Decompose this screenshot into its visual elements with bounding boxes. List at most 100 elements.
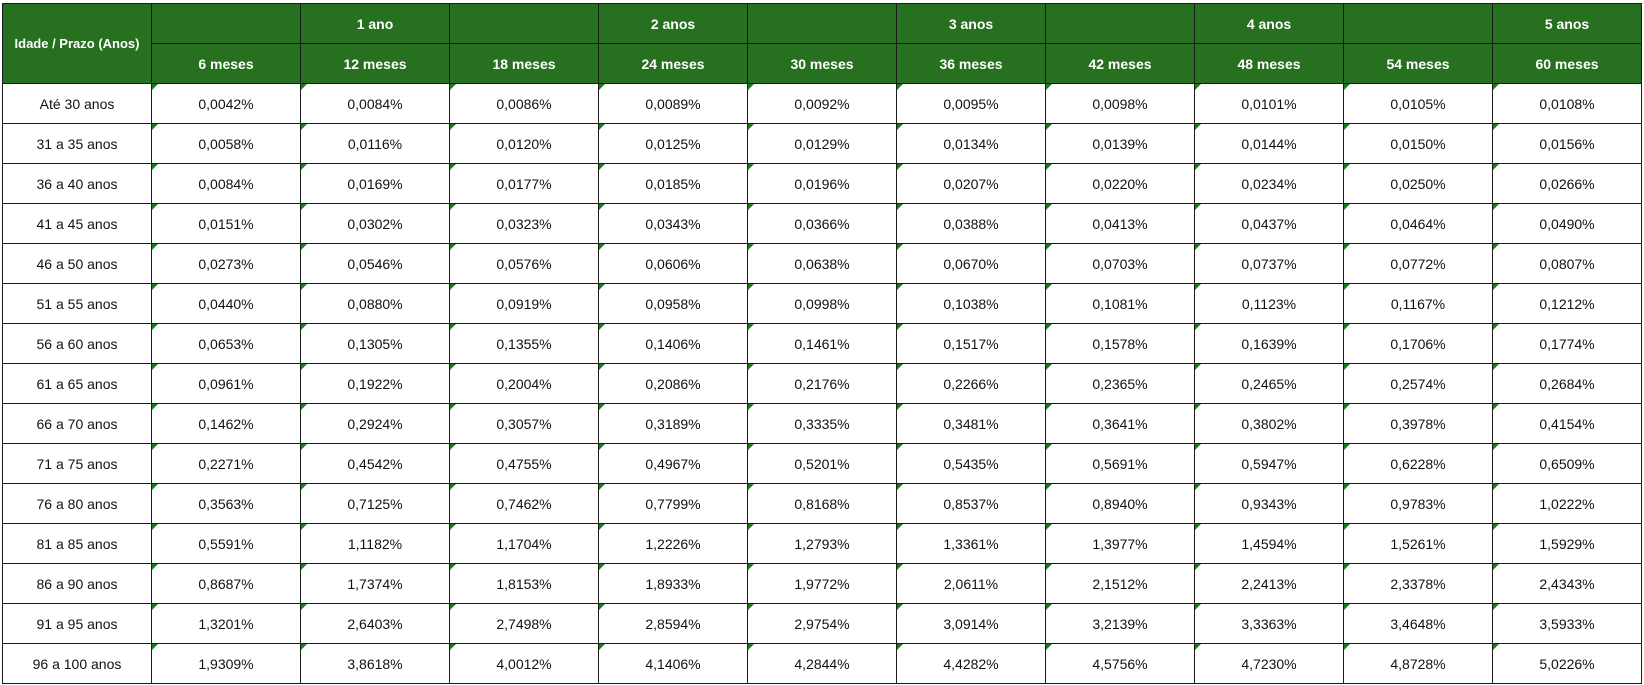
month-header: 42 meses	[1045, 43, 1195, 84]
rate-cell: 4,0012%	[449, 643, 599, 684]
rate-cell: 1,2226%	[598, 523, 748, 564]
age-range-label: 36 a 40 anos	[2, 163, 152, 204]
month-header: 30 meses	[747, 43, 897, 84]
rate-cell: 0,4154%	[1492, 403, 1642, 444]
rate-cell: 0,8687%	[151, 563, 301, 604]
rate-cell: 0,3189%	[598, 403, 748, 444]
rate-cell: 3,2139%	[1045, 603, 1195, 644]
rate-cell: 0,1462%	[151, 403, 301, 444]
year-header	[1343, 3, 1493, 44]
rate-cell: 0,3978%	[1343, 403, 1493, 444]
rate-cell: 0,1167%	[1343, 283, 1493, 324]
rate-cell: 0,3802%	[1194, 403, 1344, 444]
rate-cell: 2,2413%	[1194, 563, 1344, 604]
rate-cell: 1,3201%	[151, 603, 301, 644]
year-header: 5 anos	[1492, 3, 1642, 44]
rate-cell: 0,0116%	[300, 123, 450, 164]
rate-cell: 0,2271%	[151, 443, 301, 484]
rate-cell: 2,1512%	[1045, 563, 1195, 604]
rate-cell: 2,9754%	[747, 603, 897, 644]
table-row: 31 a 35 anos 0,0058% 0,0116% 0,0120% 0,0125%…	[2, 123, 1642, 164]
rate-cell: 0,6228%	[1343, 443, 1493, 484]
age-range-label: 96 a 100 anos	[2, 643, 152, 684]
rate-cell: 0,0129%	[747, 123, 897, 164]
rate-cell: 3,4648%	[1343, 603, 1493, 644]
age-range-label: 46 a 50 anos	[2, 243, 152, 284]
rate-cell: 3,5933%	[1492, 603, 1642, 644]
year-header: 3 anos	[896, 3, 1046, 44]
rate-cell: 1,9772%	[747, 563, 897, 604]
rate-cell: 0,0366%	[747, 203, 897, 244]
rate-cell: 2,6403%	[300, 603, 450, 644]
year-header: 1 ano	[300, 3, 450, 44]
rate-cell: 0,2465%	[1194, 363, 1344, 404]
year-header: 2 anos	[598, 3, 748, 44]
table-row: 36 a 40 anos 0,0084% 0,0169% 0,0177% 0,0185%…	[2, 163, 1642, 204]
rate-cell: 1,4594%	[1194, 523, 1344, 564]
rate-cell: 0,1706%	[1343, 323, 1493, 364]
rate-cell: 0,5591%	[151, 523, 301, 564]
rate-cell: 0,0961%	[151, 363, 301, 404]
rate-cell: 0,0266%	[1492, 163, 1642, 204]
rate-cell: 0,0703%	[1045, 243, 1195, 284]
rate-cell: 4,2844%	[747, 643, 897, 684]
rate-cell: 2,0611%	[896, 563, 1046, 604]
rate-cell: 0,5947%	[1194, 443, 1344, 484]
rate-cell: 0,3481%	[896, 403, 1046, 444]
rate-cell: 0,9783%	[1343, 483, 1493, 524]
rate-cell: 0,1212%	[1492, 283, 1642, 324]
years-header-row: Idade / Prazo (Anos) 1 ano 2 anos 3 anos 4 …	[2, 3, 1642, 84]
rate-cell: 0,0084%	[151, 163, 301, 204]
rate-cell: 0,2924%	[300, 403, 450, 444]
rate-cell: 0,0737%	[1194, 243, 1344, 284]
rate-cell: 0,0196%	[747, 163, 897, 204]
rate-cell: 0,0273%	[151, 243, 301, 284]
rate-cell: 0,0086%	[449, 83, 599, 124]
age-range-label: 71 a 75 anos	[2, 443, 152, 484]
month-header: 36 meses	[896, 43, 1046, 84]
corner-header: Idade / Prazo (Anos)	[2, 3, 152, 84]
table-row: 46 a 50 anos 0,0273% 0,0546% 0,0576% 0,0606%…	[2, 243, 1642, 284]
rate-cell: 0,2004%	[449, 363, 599, 404]
year-header	[449, 3, 599, 44]
rate-cell: 0,0653%	[151, 323, 301, 364]
rate-cell: 0,2574%	[1343, 363, 1493, 404]
table-row: 81 a 85 anos 0,5591% 1,1182% 1,1704% 1,2226%…	[2, 523, 1642, 564]
rate-cell: 0,0638%	[747, 243, 897, 284]
rate-cell: 0,0105%	[1343, 83, 1493, 124]
rate-cell: 0,0185%	[598, 163, 748, 204]
rate-cell: 4,7230%	[1194, 643, 1344, 684]
rate-cell: 0,0388%	[896, 203, 1046, 244]
rate-cell: 0,0323%	[449, 203, 599, 244]
rate-cell: 0,5691%	[1045, 443, 1195, 484]
rate-cell: 0,3335%	[747, 403, 897, 444]
rate-cell: 0,0464%	[1343, 203, 1493, 244]
rate-cell: 0,0606%	[598, 243, 748, 284]
rate-cell: 2,4343%	[1492, 563, 1642, 604]
rate-cell: 0,0302%	[300, 203, 450, 244]
rate-cell: 0,1517%	[896, 323, 1046, 364]
rate-cell: 0,0670%	[896, 243, 1046, 284]
rate-cell: 1,1704%	[449, 523, 599, 564]
rate-cell: 4,4282%	[896, 643, 1046, 684]
table-row: 76 a 80 anos 0,3563% 0,7125% 0,7462% 0,7799%…	[2, 483, 1642, 524]
rate-cell: 0,2266%	[896, 363, 1046, 404]
rate-cell: 0,0098%	[1045, 83, 1195, 124]
rate-cell: 0,8537%	[896, 483, 1046, 524]
rate-cell: 0,9343%	[1194, 483, 1344, 524]
rate-cell: 0,0919%	[449, 283, 599, 324]
age-range-label: 51 a 55 anos	[2, 283, 152, 324]
rate-cell: 0,0490%	[1492, 203, 1642, 244]
rate-cell: 2,8594%	[598, 603, 748, 644]
rate-cell: 2,7498%	[449, 603, 599, 644]
rate-cell: 0,0998%	[747, 283, 897, 324]
rate-cell: 0,0234%	[1194, 163, 1344, 204]
rate-cell: 0,0343%	[598, 203, 748, 244]
rate-cell: 0,0958%	[598, 283, 748, 324]
rate-cell: 0,1578%	[1045, 323, 1195, 364]
rate-cell: 0,0134%	[896, 123, 1046, 164]
age-range-label: 31 a 35 anos	[2, 123, 152, 164]
rate-cell: 0,7125%	[300, 483, 450, 524]
rate-cell: 1,1182%	[300, 523, 450, 564]
rate-table-container: Idade / Prazo (Anos) 1 ano 2 anos 3 anos 4 …	[2, 3, 1642, 684]
